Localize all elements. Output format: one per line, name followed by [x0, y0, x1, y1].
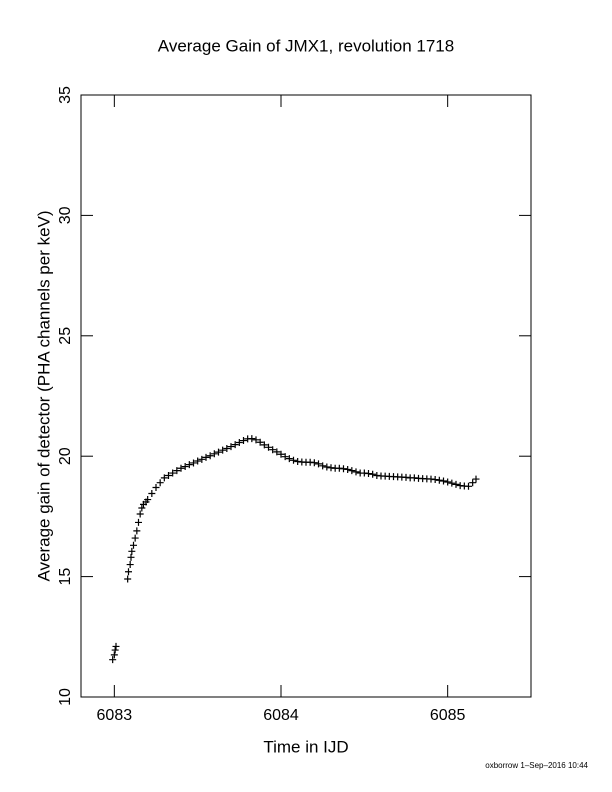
data-point: [310, 459, 318, 467]
data-point: [344, 465, 352, 473]
data-point: [185, 461, 193, 469]
x-tick-label: 6085: [430, 707, 466, 724]
data-point: [152, 484, 160, 492]
data-point: [126, 561, 134, 569]
data-point: [365, 470, 372, 478]
y-tick-label: 30: [57, 206, 74, 224]
data-point: [130, 541, 137, 549]
data-point: [290, 456, 297, 464]
data-point: [110, 651, 118, 659]
y-axis-label: Average gain of detector (PHA channels p…: [34, 210, 53, 581]
data-point: [127, 553, 135, 561]
data-point: [452, 480, 460, 488]
data-point: [112, 642, 120, 650]
y-tick-label: 25: [57, 327, 74, 345]
data-point: [181, 463, 189, 471]
data-point: [156, 479, 164, 487]
data-point: [125, 568, 132, 576]
data-point: [173, 467, 181, 475]
data-point: [340, 465, 347, 473]
data-point: [135, 518, 142, 526]
data-point: [369, 470, 377, 478]
data-point: [128, 547, 136, 555]
plot-frame: [80, 94, 532, 698]
data-point: [202, 453, 210, 461]
data-point: [273, 448, 281, 456]
data-point: [323, 463, 331, 471]
data-point: [472, 475, 480, 483]
data-point: [215, 448, 222, 456]
data-point: [206, 452, 214, 460]
y-tick-label: 20: [57, 447, 74, 465]
x-axis-label: Time in IJD: [263, 737, 348, 756]
data-point: [160, 474, 168, 482]
data-point: [148, 490, 156, 498]
data-point: [138, 504, 146, 512]
x-tick-label: 6083: [97, 707, 133, 724]
data-point: [285, 455, 293, 463]
data-point: [227, 443, 235, 451]
data-point: [165, 471, 172, 479]
data-point: [210, 450, 218, 458]
data-point: [223, 444, 231, 452]
data-point: [240, 437, 247, 445]
data-point: [440, 477, 447, 485]
data-point: [109, 656, 117, 664]
data-point: [448, 479, 456, 487]
data-point: [465, 482, 472, 490]
data-point: [265, 443, 272, 451]
data-point: [198, 455, 206, 463]
data-point: [248, 435, 256, 443]
data-point: [315, 460, 322, 468]
data-point: [252, 436, 260, 444]
data-point: [190, 459, 197, 467]
footer: oxborrow 1–Sep–2016 10:44: [485, 761, 588, 770]
data-point: [281, 453, 289, 461]
data-point: [169, 469, 177, 477]
data-point: [124, 575, 132, 583]
data-point: [111, 646, 119, 654]
chart-title: Average Gain of JMX1, revolution 1718: [158, 36, 454, 55]
y-tick-label: 10: [57, 688, 74, 706]
data-point: [131, 534, 139, 542]
data-point: [348, 467, 356, 475]
data-point: [194, 457, 202, 465]
data-point: [431, 476, 439, 484]
x-tick-label: 6084: [263, 707, 299, 724]
data-point: [144, 496, 152, 504]
data-point: [469, 479, 477, 487]
data-point: [352, 468, 360, 476]
data-point: [219, 446, 227, 454]
data-point: [435, 476, 443, 484]
data-point: [444, 478, 452, 486]
data-point: [136, 510, 144, 518]
data-point: [231, 441, 239, 449]
data-point: [269, 446, 277, 454]
data-point: [319, 462, 327, 470]
data-point: [235, 438, 243, 446]
data-point: [260, 441, 268, 449]
y-tick-label: 15: [57, 568, 74, 586]
y-tick-label: 35: [57, 86, 74, 104]
data-point: [133, 527, 141, 535]
data-point: [177, 464, 185, 472]
data-point: [256, 438, 264, 446]
data-point: [277, 450, 285, 458]
